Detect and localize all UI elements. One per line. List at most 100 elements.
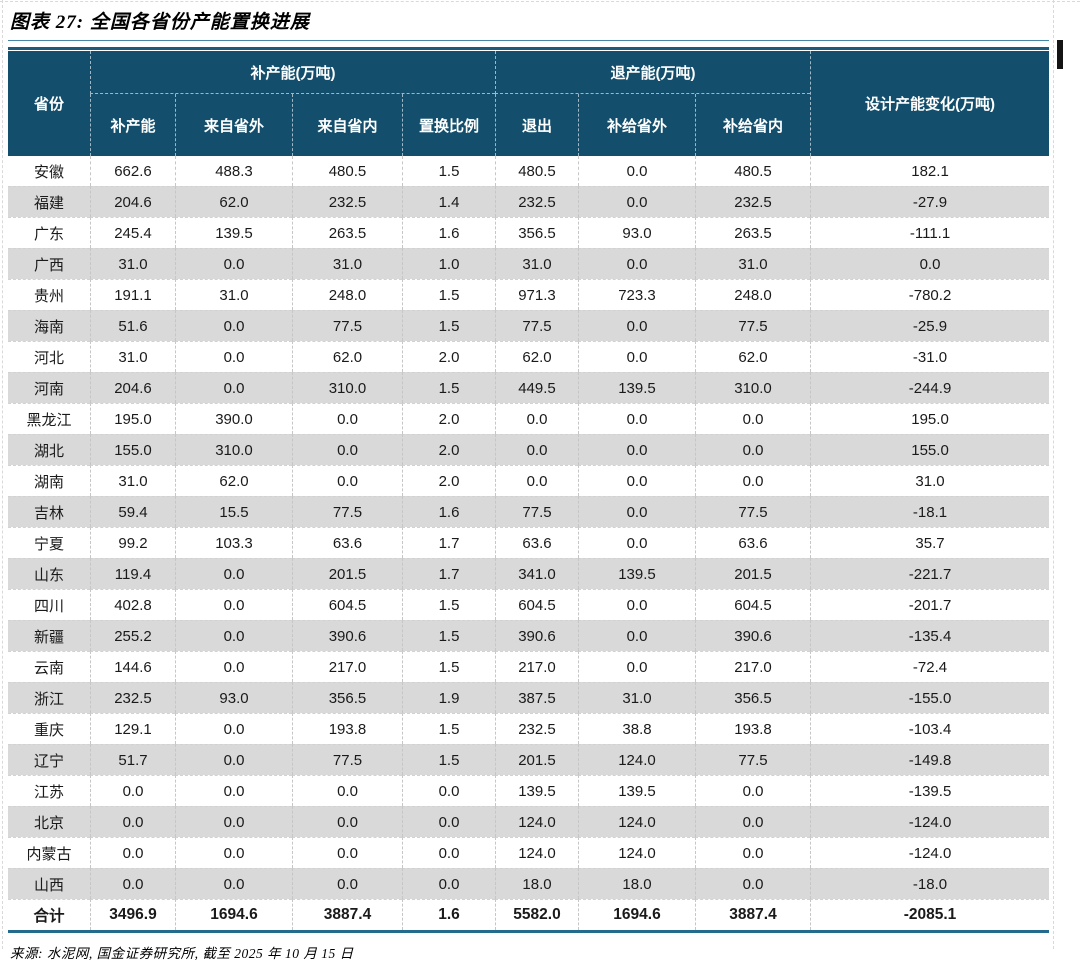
cell-value: 63.6	[695, 527, 811, 558]
cell-value: 18.0	[495, 868, 578, 899]
cell-value: 5582.0	[495, 899, 578, 930]
table-row: 宁夏 99.2 103.3 63.6 1.7 63.6 0.0 63.6 35.7	[8, 527, 1050, 558]
cell-value: 356.5	[292, 682, 402, 713]
cell-value: 99.2	[90, 527, 175, 558]
cell-value: 129.1	[90, 713, 175, 744]
cell-value: 341.0	[495, 558, 578, 589]
cell-province: 福建	[8, 186, 90, 217]
cell-value: 77.5	[292, 310, 402, 341]
cell-value: 310.0	[292, 372, 402, 403]
cell-value: 0.0	[292, 403, 402, 434]
table-row: 湖南 31.0 62.0 0.0 2.0 0.0 0.0 0.0 31.0	[8, 465, 1050, 496]
cell-value: 31.0	[495, 248, 578, 279]
cell-province: 内蒙古	[8, 837, 90, 868]
cell-value: 356.5	[495, 217, 578, 248]
cell-value: -111.1	[810, 217, 1050, 248]
cell-value: 0.0	[175, 341, 292, 372]
cell-value: 245.4	[90, 217, 175, 248]
cell-value: 59.4	[90, 496, 175, 527]
cell-value: 124.0	[578, 837, 695, 868]
table-row: 四川 402.8 0.0 604.5 1.5 604.5 0.0 604.5 -201.7	[8, 589, 1050, 620]
cell-value: 35.7	[810, 527, 1050, 558]
cell-value: 0.0	[578, 403, 695, 434]
cell-province: 合计	[8, 899, 90, 930]
cell-value: 0.0	[175, 837, 292, 868]
cell-value: 0.0	[495, 465, 578, 496]
figure-title: 图表 27: 全国各省份产能置换进展	[10, 12, 310, 33]
header-group-retire: 退产能(万吨)	[495, 51, 811, 94]
cell-value: 480.5	[695, 156, 811, 186]
cell-value: 0.0	[695, 403, 811, 434]
cell-value: 2.0	[402, 465, 495, 496]
cell-value: 0.0	[495, 403, 578, 434]
table-row: 北京 0.0 0.0 0.0 0.0 124.0 124.0 0.0 -124.0	[8, 806, 1050, 837]
table-row: 福建 204.6 62.0 232.5 1.4 232.5 0.0 232.5 -27.9	[8, 186, 1050, 217]
cell-province: 宁夏	[8, 527, 90, 558]
cell-province: 辽宁	[8, 744, 90, 775]
cell-value: 0.0	[695, 434, 811, 465]
cell-value: 31.0	[90, 248, 175, 279]
cell-value: -27.9	[810, 186, 1050, 217]
cell-value: 0.0	[495, 434, 578, 465]
cell-value: 31.0	[90, 341, 175, 372]
cell-value: 18.0	[578, 868, 695, 899]
cell-value: -780.2	[810, 279, 1050, 310]
cell-value: 2.0	[402, 341, 495, 372]
cell-value: 0.0	[810, 248, 1050, 279]
cell-value: 182.1	[810, 156, 1050, 186]
cell-value: 232.5	[495, 713, 578, 744]
table-row: 江苏 0.0 0.0 0.0 0.0 139.5 139.5 0.0 -139.5	[8, 775, 1050, 806]
cell-value: 0.0	[578, 341, 695, 372]
cell-value: 488.3	[175, 156, 292, 186]
table-row: 安徽 662.6 488.3 480.5 1.5 480.5 0.0 480.5 182.1	[8, 156, 1050, 186]
cell-value: 0.0	[578, 186, 695, 217]
cell-value: 139.5	[578, 372, 695, 403]
cell-value: -72.4	[810, 651, 1050, 682]
cell-value: 1.4	[402, 186, 495, 217]
scrollbar-thumb[interactable]	[1057, 40, 1063, 69]
cell-value: 0.0	[695, 465, 811, 496]
cell-value: 31.0	[695, 248, 811, 279]
cell-value: 0.0	[175, 806, 292, 837]
cell-value: 217.0	[495, 651, 578, 682]
cell-value: 0.0	[175, 589, 292, 620]
cell-value: 77.5	[695, 744, 811, 775]
cell-value: -18.1	[810, 496, 1050, 527]
cell-value: 0.0	[175, 248, 292, 279]
cell-value: 62.0	[495, 341, 578, 372]
cell-value: 193.8	[695, 713, 811, 744]
header-sub-toin: 补给省内	[695, 94, 811, 156]
header-province: 省份	[8, 51, 90, 156]
table-total-row: 合计 3496.9 1694.6 3887.4 1.6 5582.0 1694.6 3887.…	[8, 899, 1050, 930]
cell-value: 201.5	[695, 558, 811, 589]
header-sub-toout: 补给省外	[578, 94, 695, 156]
cell-value: 124.0	[578, 806, 695, 837]
cell-province: 湖南	[8, 465, 90, 496]
cell-value: 31.0	[90, 465, 175, 496]
cell-value: 139.5	[578, 775, 695, 806]
cell-value: 0.0	[578, 527, 695, 558]
cell-value: 0.0	[695, 837, 811, 868]
cell-value: 604.5	[495, 589, 578, 620]
cell-value: 3496.9	[90, 899, 175, 930]
cell-province: 河南	[8, 372, 90, 403]
cell-value: 0.0	[578, 496, 695, 527]
cell-value: 0.0	[175, 868, 292, 899]
cell-value: 139.5	[578, 558, 695, 589]
cell-value: 155.0	[810, 434, 1050, 465]
cell-value: 0.0	[292, 434, 402, 465]
cell-value: 0.0	[292, 806, 402, 837]
cell-value: 1.5	[402, 620, 495, 651]
table-row: 广西 31.0 0.0 31.0 1.0 31.0 0.0 31.0 0.0	[8, 248, 1050, 279]
cell-province: 重庆	[8, 713, 90, 744]
cell-value: 723.3	[578, 279, 695, 310]
cell-value: 232.5	[495, 186, 578, 217]
cell-value: 0.0	[175, 744, 292, 775]
cell-value: -149.8	[810, 744, 1050, 775]
cell-value: 356.5	[695, 682, 811, 713]
cell-value: 51.6	[90, 310, 175, 341]
cell-value: 3887.4	[292, 899, 402, 930]
table-row: 河南 204.6 0.0 310.0 1.5 449.5 139.5 310.0 -244.9	[8, 372, 1050, 403]
cell-value: 255.2	[90, 620, 175, 651]
cell-value: 310.0	[175, 434, 292, 465]
